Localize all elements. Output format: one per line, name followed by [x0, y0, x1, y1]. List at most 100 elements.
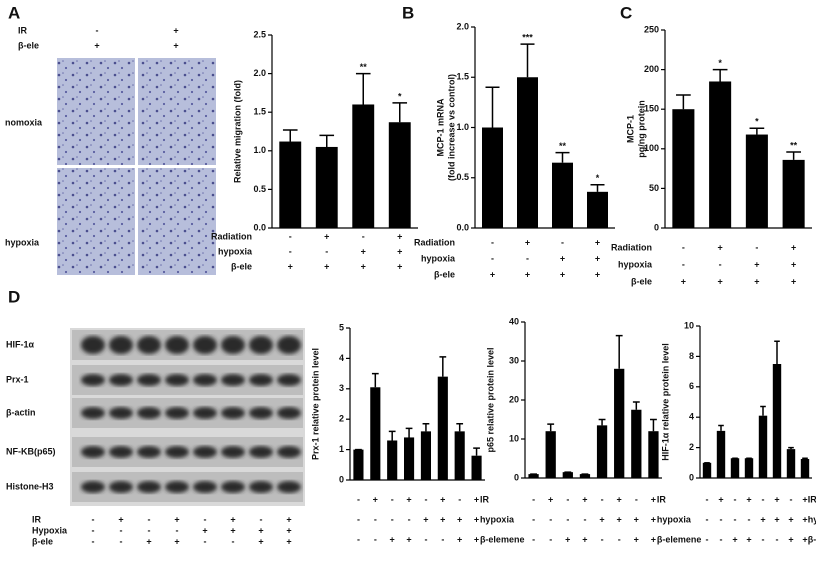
condition-sign: + [440, 494, 445, 504]
condition-sign: + [202, 525, 207, 535]
condition-sign: + [802, 534, 807, 544]
condition-sign: - [148, 514, 151, 524]
condition-label: hypoxia [218, 246, 253, 256]
bar [702, 462, 712, 478]
condition-sign: + [651, 534, 656, 544]
blot-band [109, 446, 133, 458]
blot-band [277, 374, 301, 386]
blot-band [137, 481, 161, 493]
bar [786, 449, 796, 478]
blot-band [81, 481, 105, 493]
error-bar [632, 401, 640, 410]
condition-sign: - [682, 259, 685, 269]
condition-sign: - [532, 534, 535, 544]
condition-sign: + [146, 536, 151, 546]
y-tick-label: 3 [339, 383, 344, 393]
condition-sign: + [525, 237, 530, 247]
blot-band [249, 374, 273, 386]
condition-sign: + [397, 246, 402, 256]
condition-sign: + [397, 231, 402, 241]
condition-sign: - [491, 253, 494, 263]
error-bar [650, 418, 657, 432]
condition-sign: + [754, 276, 759, 286]
condition-sign: - [748, 514, 751, 524]
bar [772, 364, 782, 478]
condition-sign: + [746, 534, 751, 544]
y-tick-label: 0 [689, 472, 694, 482]
blot-band [165, 374, 189, 386]
condition-sign: - [374, 534, 377, 544]
condition-sign: + [474, 514, 479, 524]
condition-sign: + [258, 525, 263, 535]
y-axis-label: MCP-1 [625, 115, 635, 143]
error-bar [547, 423, 555, 432]
condition-sign: - [566, 494, 569, 504]
condition-sign: + [651, 494, 656, 504]
bar [454, 431, 465, 480]
bar [352, 104, 375, 228]
blot-band [249, 446, 273, 458]
bar [482, 127, 503, 228]
blot-band [137, 374, 161, 386]
blot-band [109, 407, 133, 419]
y-tick-label: 0 [339, 474, 344, 484]
band-label: β-actin [6, 407, 36, 417]
condition-sign: - [96, 25, 99, 35]
condition-sign: - [682, 242, 685, 252]
condition-sign: - [762, 494, 765, 504]
condition-sign: + [788, 514, 793, 524]
condition-sign: + [286, 514, 291, 524]
condition-sign: - [719, 259, 722, 269]
y-tick-label: 250 [644, 24, 659, 34]
bar [552, 162, 573, 228]
condition-sign: - [408, 514, 411, 524]
error-bar [485, 86, 500, 128]
panel-label: A [8, 3, 20, 22]
error-bar [786, 151, 801, 160]
error-bar [615, 334, 623, 369]
bar [517, 77, 538, 228]
significance: ** [790, 140, 798, 150]
blot-band [165, 336, 189, 354]
blot-band [109, 336, 133, 354]
blot-band [277, 407, 301, 419]
error-bar [676, 94, 691, 110]
y-tick-label: 40 [509, 316, 519, 326]
condition-sign: - [532, 494, 535, 504]
condition-sign: + [457, 534, 462, 544]
condition-sign: + [324, 231, 329, 241]
blot-band [221, 374, 245, 386]
condition-sign: + [802, 494, 807, 504]
condition-sign: + [286, 536, 291, 546]
condition-sign: + [565, 534, 570, 544]
error-bar [456, 423, 464, 432]
condition-label: IR [657, 494, 667, 504]
bar [545, 431, 556, 478]
condition-sign: + [774, 494, 779, 504]
y-tick-label: 0.5 [253, 184, 266, 194]
condition-sign: + [791, 259, 796, 269]
condition-sign: + [258, 536, 263, 546]
condition-sign: + [651, 514, 656, 524]
blot-band [221, 446, 245, 458]
condition-sign: + [230, 525, 235, 535]
y-tick-label: 10 [684, 320, 694, 330]
condition-sign: + [490, 269, 495, 279]
significance: ** [360, 62, 368, 72]
blot-band [193, 446, 217, 458]
error-bar [439, 356, 447, 377]
blot-band [109, 481, 133, 493]
condition-sign: + [174, 514, 179, 524]
condition-label: IR [32, 514, 42, 524]
condition-label: β-ele [32, 536, 53, 546]
condition-sign: - [92, 525, 95, 535]
condition-sign: + [118, 514, 123, 524]
y-tick-label: 0.0 [456, 222, 469, 232]
y-axis-label: Prx-1 relative protein level [310, 348, 320, 460]
row-label: hypoxia [5, 237, 40, 247]
condition-label: β-ele [631, 276, 652, 286]
condition-sign: + [617, 514, 622, 524]
band-label: Prx-1 [6, 374, 29, 384]
blot-band [193, 336, 217, 354]
bar [758, 415, 768, 478]
